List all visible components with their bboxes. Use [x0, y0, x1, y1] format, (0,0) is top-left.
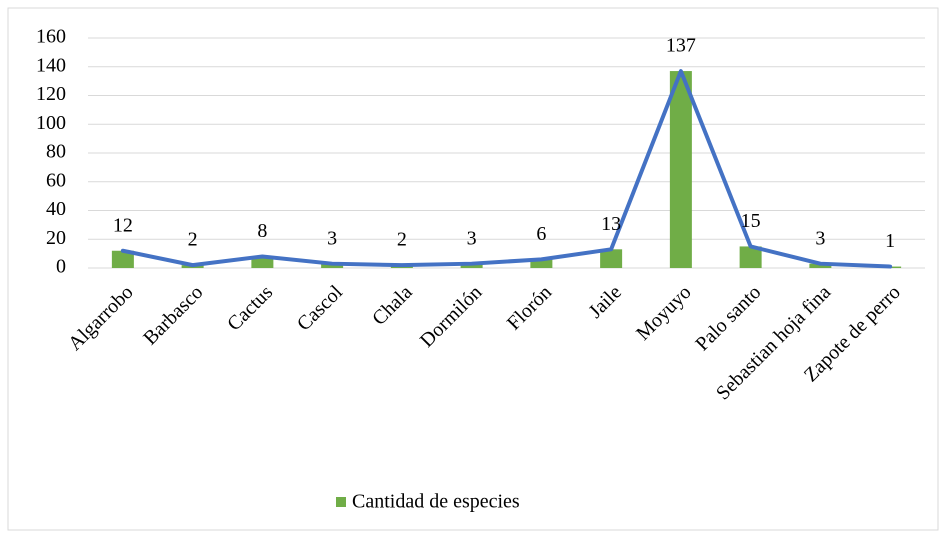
- y-tick-label: 120: [36, 83, 66, 105]
- data-label: 15: [741, 210, 761, 232]
- y-tick-label: 20: [46, 227, 66, 249]
- data-label: 3: [467, 227, 477, 249]
- y-tick-label: 60: [46, 169, 66, 191]
- bar: [460, 263, 483, 268]
- data-label: 2: [397, 229, 407, 251]
- bar: [739, 246, 762, 268]
- data-label: 6: [536, 223, 546, 245]
- data-label: 12: [113, 214, 133, 236]
- bar: [530, 259, 553, 268]
- data-label: 2: [188, 229, 198, 251]
- legend-swatch: [336, 497, 346, 507]
- data-label: 3: [815, 227, 825, 249]
- data-label: 1: [885, 230, 895, 252]
- data-label: 13: [601, 213, 621, 235]
- y-tick-label: 160: [36, 26, 66, 48]
- data-label: 137: [666, 35, 696, 57]
- y-tick-label: 80: [46, 141, 66, 163]
- y-tick-label: 40: [46, 198, 66, 220]
- bar: [600, 249, 623, 268]
- bar: [669, 71, 692, 268]
- line: [120, 69, 893, 269]
- bar: [809, 263, 832, 268]
- chart-border: [7, 7, 939, 531]
- y-tick-label: 140: [36, 54, 66, 76]
- y-tick-label: 0: [56, 256, 66, 278]
- data-label: 3: [327, 227, 337, 249]
- bar: [251, 256, 274, 268]
- legend-label: Cantidad de especies: [352, 491, 520, 513]
- data-label: 8: [257, 220, 267, 242]
- bar: [111, 250, 134, 268]
- y-tick-label: 100: [36, 112, 66, 134]
- bar: [321, 263, 344, 268]
